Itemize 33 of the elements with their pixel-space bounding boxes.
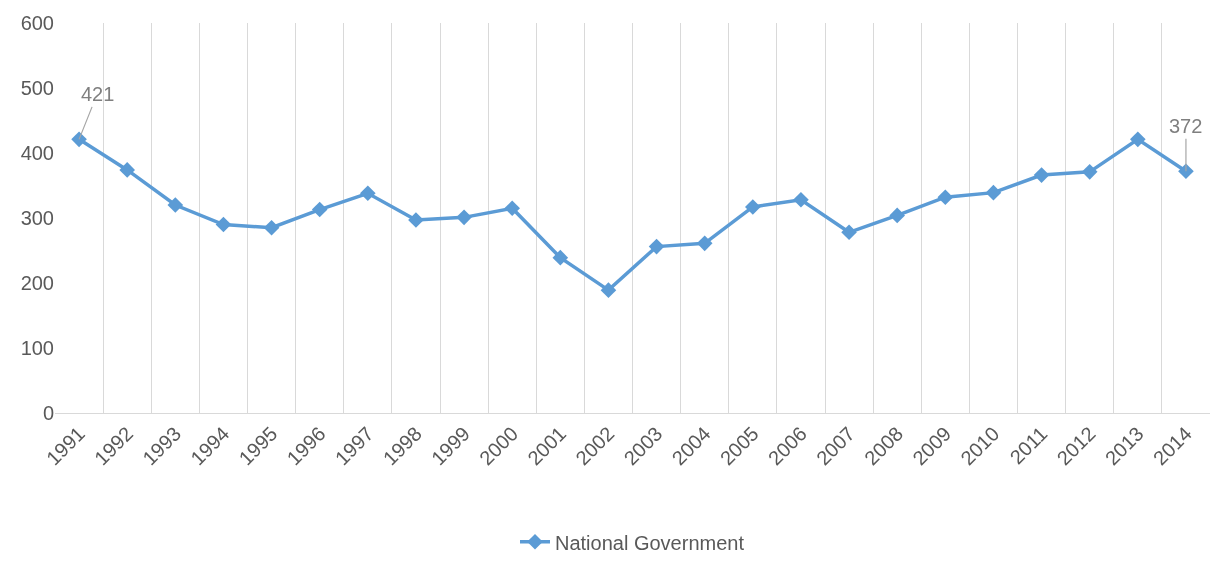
legend-label: National Government [555, 531, 745, 554]
point [1130, 131, 1146, 148]
point [504, 200, 520, 217]
point [360, 185, 376, 202]
y-tick-label: 600 [20, 12, 54, 34]
point [1033, 167, 1050, 183]
point [600, 282, 617, 298]
point [552, 249, 569, 266]
point [889, 207, 905, 224]
y-tick-label: 0 [42, 402, 54, 424]
point [311, 201, 328, 218]
y-tick-label: 200 [20, 272, 54, 294]
y-tick-label: 100 [20, 337, 54, 359]
point [71, 131, 87, 148]
point [793, 192, 809, 208]
point [167, 197, 184, 213]
y-tick-label: 300 [20, 207, 54, 229]
point [1081, 164, 1098, 180]
point [648, 238, 665, 255]
point [937, 189, 954, 205]
point [456, 209, 472, 226]
point [745, 199, 761, 215]
point [263, 219, 280, 236]
point [841, 224, 857, 241]
data-label: 421 [81, 83, 115, 105]
point [119, 162, 135, 178]
y-tick-label: 500 [20, 77, 54, 99]
data-label: 372 [1169, 115, 1203, 137]
point [215, 216, 232, 233]
point [696, 235, 713, 252]
point [408, 212, 424, 228]
point [985, 184, 1002, 201]
y-tick-label: 400 [20, 142, 54, 164]
